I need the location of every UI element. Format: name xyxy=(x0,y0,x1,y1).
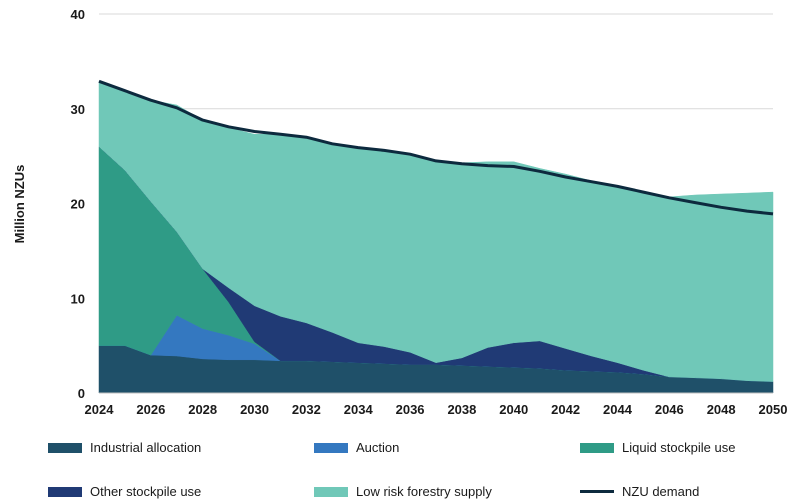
x-tick-label: 2034 xyxy=(344,402,374,417)
x-tick-labels: 2024 2026 2028 2030 2032 2034 2036 2038 2040 2042… xyxy=(85,402,788,417)
legend-swatch xyxy=(580,490,614,493)
x-tick-label: 2046 xyxy=(655,402,684,417)
legend-label: NZU demand xyxy=(622,484,700,499)
x-tick-label: 2024 xyxy=(85,402,115,417)
legend-item-auction: Auction xyxy=(314,440,399,455)
area-series xyxy=(98,80,774,394)
x-tick-label: 2032 xyxy=(292,402,321,417)
legend-label: Low risk forestry supply xyxy=(356,484,492,499)
y-axis-label: Million NZUs xyxy=(12,165,27,244)
x-tick-label: 2050 xyxy=(759,402,788,417)
x-tick-label: 2048 xyxy=(707,402,736,417)
y-tick-label: 0 xyxy=(78,386,85,401)
legend-item-nzu-demand: NZU demand xyxy=(580,484,699,499)
legend-item-liquid-stockpile-use: Liquid stockpile use xyxy=(580,440,735,455)
legend-swatch xyxy=(580,442,614,453)
legend-swatch xyxy=(48,442,82,453)
legend-item-industrial-allocation: Industrial allocation xyxy=(48,440,201,455)
x-tick-label: 2036 xyxy=(396,402,425,417)
x-tick-label: 2038 xyxy=(447,402,476,417)
line-nzu-demand xyxy=(98,79,774,216)
legend-swatch xyxy=(48,486,82,497)
legend-swatch xyxy=(314,486,348,497)
x-tick-label: 2040 xyxy=(499,402,528,417)
x-tick-label: 2028 xyxy=(188,402,217,417)
y-tick-label: 10 xyxy=(71,291,85,306)
y-tick-label: 30 xyxy=(71,102,85,117)
x-tick-label: 2030 xyxy=(240,402,269,417)
x-tick-label: 2026 xyxy=(136,402,165,417)
legend-label: Other stockpile use xyxy=(90,484,202,499)
legend-item-other-stockpile-use: Other stockpile use xyxy=(48,484,201,499)
y-tick-label: 20 xyxy=(71,197,85,212)
y-tick-labels: 0 10 20 30 40 xyxy=(71,7,85,401)
legend-item-low-risk-forestry-supply: Low risk forestry supply xyxy=(314,484,492,499)
x-tick-label: 2044 xyxy=(603,402,633,417)
legend-label: Auction xyxy=(356,440,400,455)
legend-label: Liquid stockpile use xyxy=(622,440,736,455)
line-series xyxy=(98,79,774,216)
y-tick-label: 40 xyxy=(71,7,85,22)
legend-label: Industrial allocation xyxy=(90,440,202,455)
legend: Industrial allocation Auction Liquid sto… xyxy=(0,430,800,503)
legend-swatch xyxy=(314,442,348,453)
x-tick-label: 2042 xyxy=(551,402,580,417)
